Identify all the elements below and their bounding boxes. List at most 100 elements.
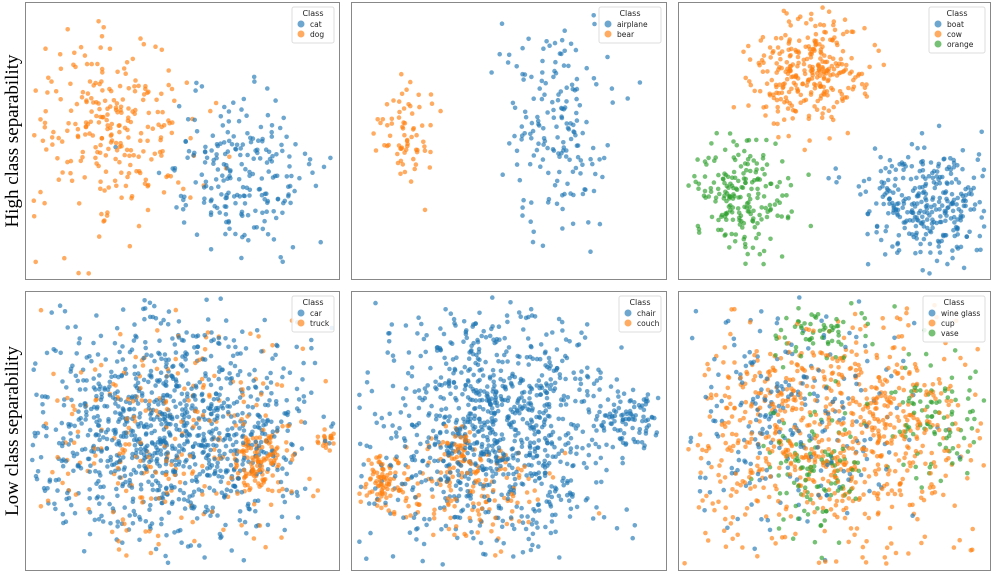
point-car [262,317,267,323]
point-truck [191,424,196,429]
point-boat [921,189,927,194]
point-chair [544,438,549,443]
point-cat [192,117,197,123]
point-airplane [573,165,579,171]
point-cup [789,360,794,365]
point-chair [565,478,570,484]
point-car [143,445,148,450]
point-cup [743,444,748,450]
point-cat [239,211,244,217]
point-car [109,374,114,380]
point-couch [452,532,457,538]
point-chair [487,401,493,406]
point-chair [466,356,472,361]
point-car [215,460,220,466]
point-vase [841,319,846,325]
point-boat [924,217,930,222]
point-orange [775,213,780,218]
point-cat [214,152,219,157]
point-car [274,342,279,348]
point-cow [804,83,810,88]
point-truck [221,527,226,533]
point-chair [490,443,495,449]
point-airplane [591,76,597,81]
point-airplane [568,121,573,126]
point-airplane [539,78,545,84]
point-orange [768,236,773,242]
point-boat [930,225,935,231]
legend-marker-airplane [604,20,612,28]
point-car [98,397,104,403]
point-chair [632,400,637,405]
point-car [221,400,227,406]
point-airplane [550,99,555,105]
point-cat [202,149,208,155]
point-cat [284,134,289,140]
point-dog [56,177,62,182]
point-chair [468,384,473,389]
point-couch [477,517,483,522]
point-cow [820,36,825,42]
point-chair [492,450,498,455]
point-chair [568,450,573,455]
point-truck [276,488,282,494]
point-couch [379,487,385,493]
point-vase [937,399,942,404]
point-car [38,455,44,460]
point-airplane [540,243,546,249]
point-car [132,433,138,438]
point-cup [921,497,927,503]
point-cow [782,81,787,86]
point-car [157,463,162,469]
point-couch [491,488,496,493]
point-chair [529,473,535,479]
point-car [302,420,308,425]
point-cat [287,154,292,159]
point-cow [840,69,846,75]
point-car [232,363,238,369]
point-chair [499,432,505,437]
point-truck [331,431,336,437]
point-cow [856,71,862,77]
point-chair [373,300,378,306]
point-car [184,438,190,443]
point-chair [386,331,391,336]
point-dog [159,91,164,97]
point-chair [616,394,621,399]
point-car [258,439,264,445]
point-couch [364,493,370,498]
point-dog [105,106,110,111]
point-cat [289,173,294,179]
point-airplane [554,201,560,207]
point-chair [393,430,399,435]
point-chair [556,493,562,499]
point-orange [702,188,708,194]
point-car [199,391,205,397]
point-car [35,430,41,436]
point-car [78,415,83,421]
point-orange [742,148,747,154]
point-chair [456,450,462,455]
point-chair [535,525,540,530]
point-dog [172,98,177,104]
point-cat [245,212,251,218]
point-chair [386,339,392,344]
point-airplane [519,124,525,129]
point-airplane [572,130,577,135]
point-truck [205,330,211,335]
point-chair [506,421,512,427]
point-orange [696,181,702,187]
point-cup [888,422,893,428]
point-car [178,401,183,406]
point-car [228,376,233,382]
point-cat [278,255,283,260]
point-orange [750,245,756,251]
point-car [223,469,229,475]
point-dog [43,109,48,114]
point-cup [840,498,845,504]
point-cat [248,139,254,145]
point-bear [396,99,402,104]
point-chair [440,562,445,567]
point-cup [776,512,782,517]
point-orange [692,173,697,179]
